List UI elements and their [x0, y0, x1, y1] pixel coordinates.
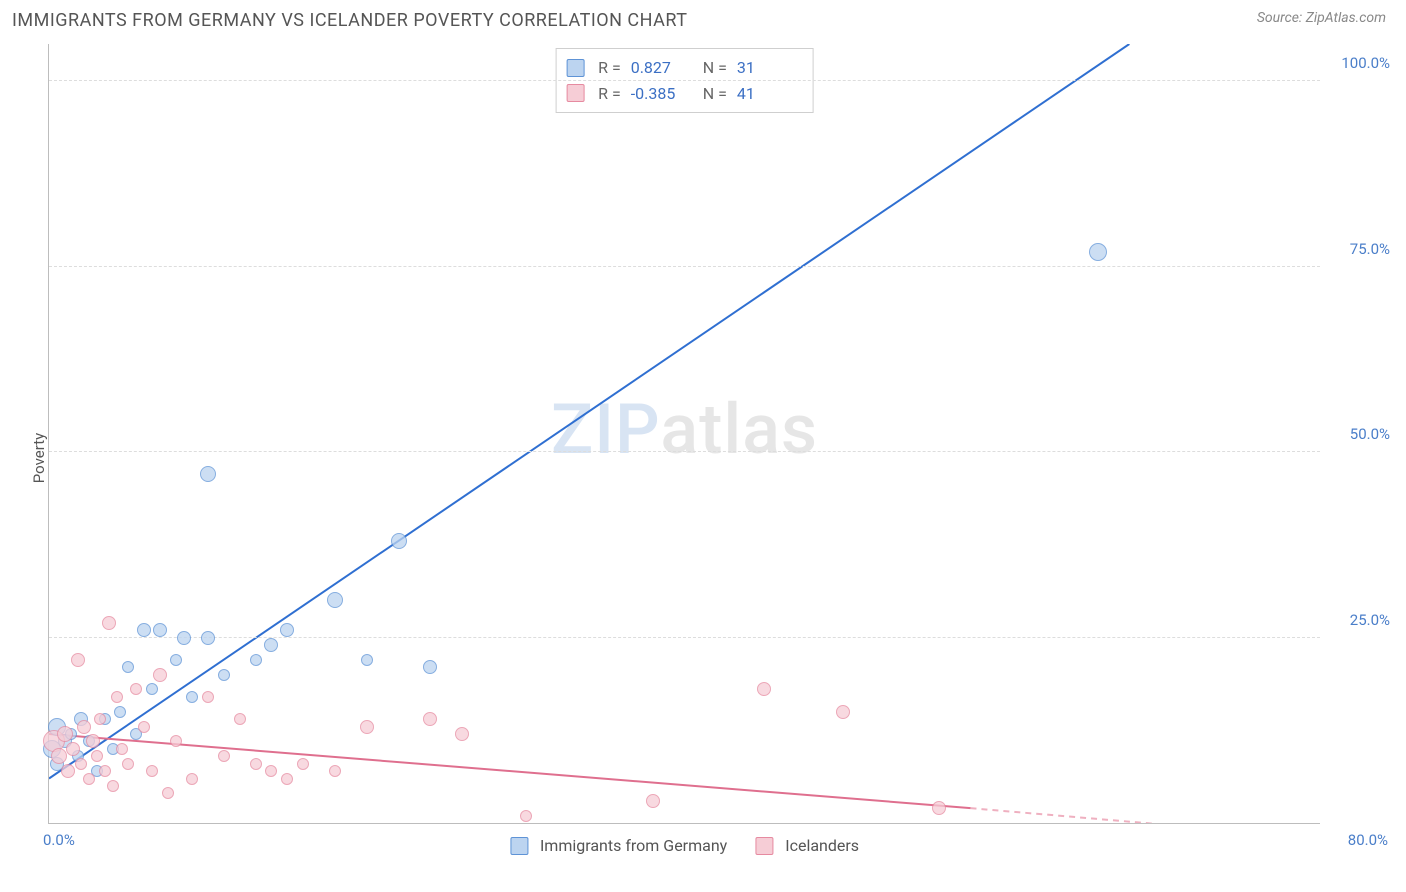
data-point-icelanders: [122, 758, 134, 770]
data-point-icelanders: [138, 721, 150, 733]
data-point-icelanders: [66, 742, 80, 756]
watermark-zip: ZIP: [551, 388, 660, 470]
chart-title: IMMIGRANTS FROM GERMANY VS ICELANDER POV…: [12, 10, 688, 31]
gridline-h: [49, 266, 1320, 267]
data-point-icelanders: [99, 765, 111, 777]
data-point-icelanders: [423, 712, 437, 726]
stat-r-label: R =: [598, 81, 621, 107]
data-point-germany: [146, 683, 158, 695]
chart-area: Poverty ZIPatlas R = 0.827 N = 31 R = -0.385 N…: [20, 44, 1396, 872]
data-point-germany: [250, 654, 262, 666]
data-point-icelanders: [932, 801, 946, 815]
data-point-icelanders: [520, 810, 532, 822]
data-point-icelanders: [51, 748, 67, 764]
data-point-icelanders: [202, 691, 214, 703]
data-point-icelanders: [170, 735, 182, 747]
data-point-icelanders: [75, 758, 87, 770]
data-point-icelanders: [71, 653, 85, 667]
stat-n-label: N =: [703, 81, 727, 107]
y-axis-label: Poverty: [30, 433, 48, 483]
data-point-icelanders: [757, 682, 771, 696]
data-point-icelanders: [360, 720, 374, 734]
stat-r-label: R =: [598, 55, 621, 81]
data-point-icelanders: [91, 750, 103, 762]
swatch-icon: [755, 837, 773, 855]
swatch-icon: [566, 59, 584, 77]
data-point-icelanders: [146, 765, 158, 777]
y-tick-label: 25.0%: [1328, 611, 1390, 629]
data-point-germany: [423, 660, 437, 674]
series-legend: Immigrants from Germany Icelanders: [510, 836, 859, 855]
data-point-germany: [327, 592, 343, 608]
x-tick-max: 80.0%: [1348, 831, 1388, 849]
data-point-icelanders: [111, 691, 123, 703]
data-point-germany: [1089, 243, 1107, 261]
data-point-icelanders: [646, 794, 660, 808]
data-point-germany: [218, 669, 230, 681]
stat-n-value: 41: [737, 81, 789, 107]
plot-region: ZIPatlas R =0.827N =31R =-0.385N =41 0.0…: [48, 44, 1320, 824]
watermark: ZIPatlas: [551, 388, 818, 470]
data-point-icelanders: [162, 787, 174, 799]
swatch-icon: [566, 84, 584, 102]
data-point-germany: [170, 654, 182, 666]
data-point-icelanders: [116, 743, 128, 755]
data-point-germany: [280, 623, 294, 637]
data-point-icelanders: [130, 683, 142, 695]
stat-r-value: -0.385: [631, 81, 683, 107]
data-point-icelanders: [94, 713, 106, 725]
data-point-icelanders: [329, 765, 341, 777]
data-point-germany: [201, 631, 215, 645]
data-point-icelanders: [836, 705, 850, 719]
legend-item-icelanders: Icelanders: [755, 836, 859, 855]
data-point-icelanders: [281, 773, 293, 785]
stat-n-label: N =: [703, 55, 727, 81]
data-point-germany: [114, 706, 126, 718]
data-point-germany: [361, 654, 373, 666]
data-point-icelanders: [102, 616, 116, 630]
stats-row-germany: R = 0.827 N = 31: [566, 55, 799, 81]
x-tick-min: 0.0%: [43, 831, 75, 849]
trend-lines: [49, 44, 1320, 823]
data-point-icelanders: [153, 668, 167, 682]
legend-label: Immigrants from Germany: [540, 836, 727, 855]
data-point-icelanders: [186, 773, 198, 785]
stat-r-value: 0.827: [631, 55, 683, 81]
data-point-icelanders: [250, 758, 262, 770]
data-point-germany: [153, 623, 167, 637]
y-tick-label: 50.0%: [1328, 425, 1390, 443]
data-point-icelanders: [86, 734, 100, 748]
data-point-icelanders: [61, 764, 75, 778]
data-point-germany: [264, 638, 278, 652]
source-label: Source: ZipAtlas.com: [1257, 10, 1394, 26]
gridline-h: [49, 637, 1320, 638]
swatch-icon: [510, 837, 528, 855]
data-point-icelanders: [455, 727, 469, 741]
legend-label: Icelanders: [785, 836, 859, 855]
data-point-germany: [177, 631, 191, 645]
data-point-germany: [137, 623, 151, 637]
data-point-germany: [186, 691, 198, 703]
gridline-h: [49, 80, 1320, 81]
watermark-atlas: atlas: [660, 388, 818, 470]
data-point-icelanders: [265, 765, 277, 777]
stats-row-icelanders: R = -0.385 N = 41: [566, 81, 799, 107]
data-point-icelanders: [107, 780, 119, 792]
legend-item-germany: Immigrants from Germany: [510, 836, 727, 855]
stat-n-value: 31: [737, 55, 789, 81]
data-point-germany: [122, 661, 134, 673]
y-tick-label: 100.0%: [1328, 54, 1390, 72]
data-point-germany: [200, 466, 216, 482]
data-point-germany: [391, 533, 407, 549]
data-point-icelanders: [57, 726, 73, 742]
gridline-h: [49, 451, 1320, 452]
data-point-icelanders: [218, 750, 230, 762]
data-point-icelanders: [83, 773, 95, 785]
data-point-icelanders: [234, 713, 246, 725]
y-tick-label: 75.0%: [1328, 240, 1390, 258]
data-point-icelanders: [297, 758, 309, 770]
data-point-icelanders: [77, 720, 91, 734]
